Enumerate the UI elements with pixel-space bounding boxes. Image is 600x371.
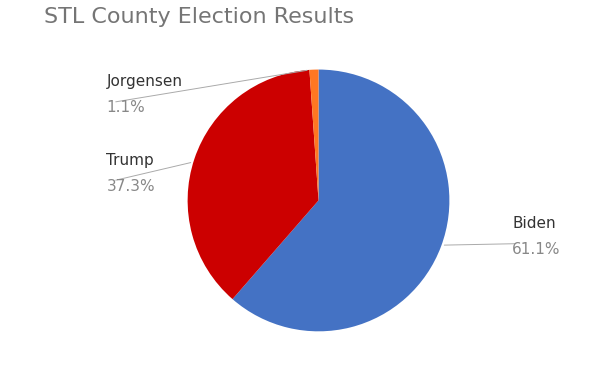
Text: STL County Election Results: STL County Election Results: [44, 7, 354, 27]
Text: 37.3%: 37.3%: [106, 179, 155, 194]
Wedge shape: [188, 70, 319, 299]
Text: Trump: Trump: [106, 153, 154, 168]
Text: Jorgensen: Jorgensen: [106, 74, 182, 89]
Text: Biden: Biden: [512, 216, 556, 230]
Text: 1.1%: 1.1%: [106, 101, 145, 115]
Text: 61.1%: 61.1%: [512, 242, 561, 257]
Wedge shape: [233, 69, 449, 331]
Wedge shape: [310, 69, 319, 200]
